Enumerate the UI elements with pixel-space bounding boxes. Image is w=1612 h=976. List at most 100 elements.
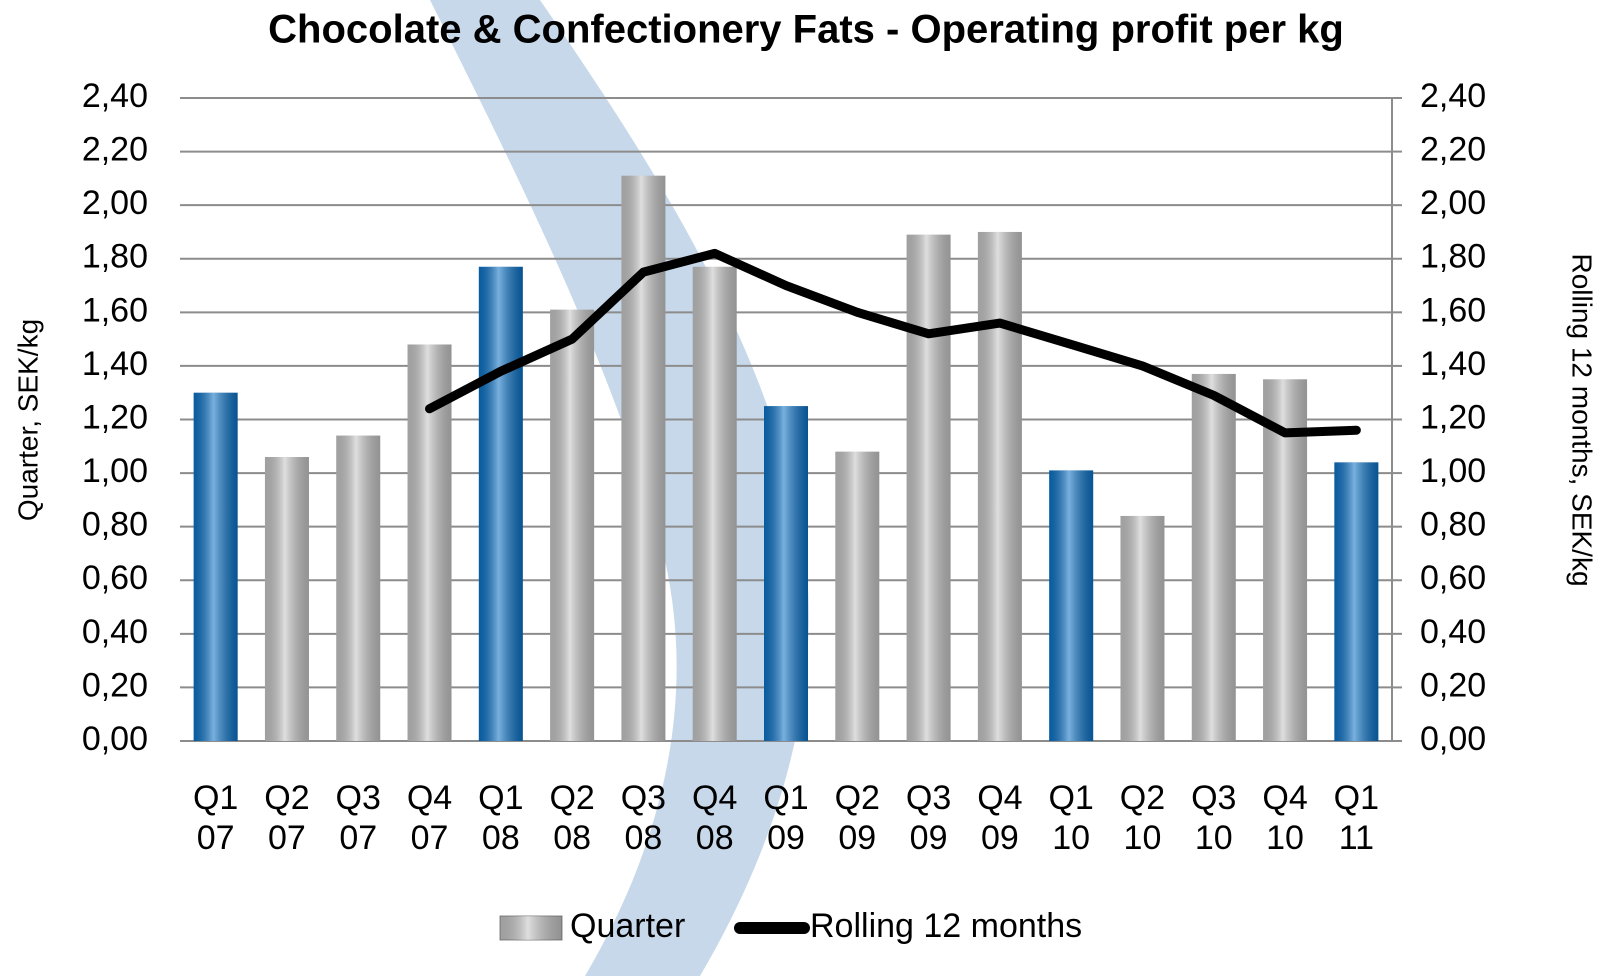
x-tick-label-line: 09 bbox=[838, 819, 876, 857]
y2-tick-label: 2,00 bbox=[1420, 184, 1486, 222]
x-tick-label: Q1 10 bbox=[1048, 779, 1093, 857]
bar-shine bbox=[1263, 379, 1308, 741]
x-tick-label: Q4 07 bbox=[407, 779, 452, 857]
x-tick-label-line: 09 bbox=[910, 819, 948, 857]
bar-shine bbox=[1334, 462, 1379, 741]
chart-title: Chocolate & Confectionery Fats - Operati… bbox=[268, 8, 1344, 52]
y2-tick-label: 0,40 bbox=[1420, 613, 1486, 651]
x-tick-label-line: Q4 bbox=[407, 779, 452, 817]
x-tick-label: Q2 07 bbox=[264, 779, 309, 857]
x-tick-label-line: Q2 bbox=[264, 779, 309, 817]
x-tick-label-line: Q1 bbox=[478, 779, 523, 817]
y2-tick-label: 0,80 bbox=[1420, 506, 1486, 544]
bar-shine bbox=[193, 392, 238, 741]
bar-shine bbox=[1191, 373, 1236, 741]
x-tick-label-line: Q3 bbox=[906, 779, 951, 817]
x-tick-label-line: 07 bbox=[411, 819, 449, 857]
x-tick-label-line: 07 bbox=[339, 819, 377, 857]
bar-shine bbox=[264, 457, 309, 741]
x-tick-label-line: 08 bbox=[624, 819, 662, 857]
bar-shine bbox=[977, 231, 1022, 742]
x-tick-label: Q1 09 bbox=[763, 779, 808, 857]
bar-shine bbox=[550, 309, 595, 741]
legend-label: Quarter bbox=[570, 907, 685, 945]
x-tick-label: Q2 09 bbox=[835, 779, 880, 857]
bar-shine bbox=[764, 406, 808, 741]
x-tick-label-line: Q1 bbox=[763, 779, 808, 817]
y2-tick-label: 2,20 bbox=[1420, 131, 1486, 169]
y-tick-label: 2,00 bbox=[82, 184, 148, 222]
x-tick-label-line: 10 bbox=[1266, 819, 1304, 857]
bar-shine bbox=[336, 435, 381, 741]
x-tick-label-line: 07 bbox=[197, 819, 235, 857]
y2-tick-label: 1,80 bbox=[1420, 238, 1486, 276]
x-tick-label: Q4 09 bbox=[977, 779, 1022, 857]
y-tick-label: 1,60 bbox=[82, 291, 148, 329]
y2-tick-label: 0,60 bbox=[1420, 559, 1486, 597]
x-tick-label-line: 10 bbox=[1124, 819, 1162, 857]
x-tick-label-line: 08 bbox=[553, 819, 591, 857]
x-tick-label: Q4 08 bbox=[692, 779, 737, 857]
bar-shine bbox=[835, 451, 880, 741]
x-tick-label: Q2 10 bbox=[1120, 779, 1165, 857]
bar-shine bbox=[478, 266, 523, 741]
y-tick-label: 1,20 bbox=[82, 398, 148, 436]
x-tick-label: Q3 09 bbox=[906, 779, 951, 857]
x-tick-label: Q3 08 bbox=[621, 779, 666, 857]
y-tick-label: 1,00 bbox=[82, 452, 148, 490]
y2-tick-label: 0,00 bbox=[1420, 720, 1486, 758]
x-tick-label-line: Q1 bbox=[1334, 779, 1379, 817]
x-tick-label-line: Q3 bbox=[1191, 779, 1236, 817]
x-tick-label-line: Q4 bbox=[977, 779, 1022, 817]
x-tick-label-line: 09 bbox=[981, 819, 1019, 857]
y-tick-label: 0,80 bbox=[82, 506, 148, 544]
y2-tick-label: 1,40 bbox=[1420, 345, 1486, 383]
x-tick-label-line: Q3 bbox=[621, 779, 666, 817]
x-tick-label-line: Q2 bbox=[549, 779, 594, 817]
x-tick-label-line: Q2 bbox=[1120, 779, 1165, 817]
x-tick-label-line: Q1 bbox=[1048, 779, 1093, 817]
bar-shine bbox=[1049, 470, 1094, 741]
x-tick-label-line: 08 bbox=[482, 819, 520, 857]
x-tick-label-line: 08 bbox=[696, 819, 734, 857]
x-tick-label-line: Q1 bbox=[193, 779, 238, 817]
bar-shine bbox=[692, 266, 737, 741]
y-tick-label: 2,20 bbox=[82, 131, 148, 169]
x-tick-label: Q1 08 bbox=[478, 779, 523, 857]
y-axis-label: Quarter, SEK/kg bbox=[12, 319, 43, 521]
y-tick-label: 1,40 bbox=[82, 345, 148, 383]
x-tick-label-line: 07 bbox=[268, 819, 306, 857]
x-tick-label: Q2 08 bbox=[549, 779, 594, 857]
x-tick-label-line: 11 bbox=[1339, 819, 1374, 857]
x-tick-label-line: 10 bbox=[1052, 819, 1090, 857]
legend-label: Rolling 12 months bbox=[810, 907, 1082, 945]
y-tick-label: 0,60 bbox=[82, 559, 148, 597]
bar-shine bbox=[621, 175, 666, 742]
x-tick-label-line: Q3 bbox=[336, 779, 381, 817]
y2-tick-label: 0,20 bbox=[1420, 666, 1486, 704]
x-tick-label: Q4 10 bbox=[1262, 779, 1307, 857]
x-tick-label-line: Q4 bbox=[1262, 779, 1307, 817]
x-tick-label-line: 09 bbox=[767, 819, 805, 857]
y2-axis-label: Rolling 12 months, SEK/kg bbox=[1567, 253, 1598, 586]
y2-tick-label: 1,20 bbox=[1420, 398, 1486, 436]
legend-swatch-shine bbox=[500, 916, 562, 940]
bar-shine bbox=[1120, 515, 1165, 741]
x-tick-label: Q1 07 bbox=[193, 779, 238, 857]
y2-tick-label: 1,00 bbox=[1420, 452, 1486, 490]
y-tick-label: 0,40 bbox=[82, 613, 148, 651]
x-tick-label: Q3 07 bbox=[336, 779, 381, 857]
y-tick-label: 0,00 bbox=[82, 720, 148, 758]
x-tick-label-line: Q4 bbox=[692, 779, 737, 817]
y-tick-label: 0,20 bbox=[82, 666, 148, 704]
y2-tick-label: 2,40 bbox=[1420, 77, 1486, 115]
x-tick-label: Q1 11 bbox=[1334, 779, 1379, 857]
line bbox=[425, 248, 1361, 438]
y-tick-label: 1,80 bbox=[82, 238, 148, 276]
x-tick-label-line: 10 bbox=[1195, 819, 1233, 857]
x-tick-label-line: Q2 bbox=[835, 779, 880, 817]
y-tick-label: 2,40 bbox=[82, 77, 148, 115]
y2-tick-label: 1,60 bbox=[1420, 291, 1486, 329]
x-tick-label: Q3 10 bbox=[1191, 779, 1236, 857]
